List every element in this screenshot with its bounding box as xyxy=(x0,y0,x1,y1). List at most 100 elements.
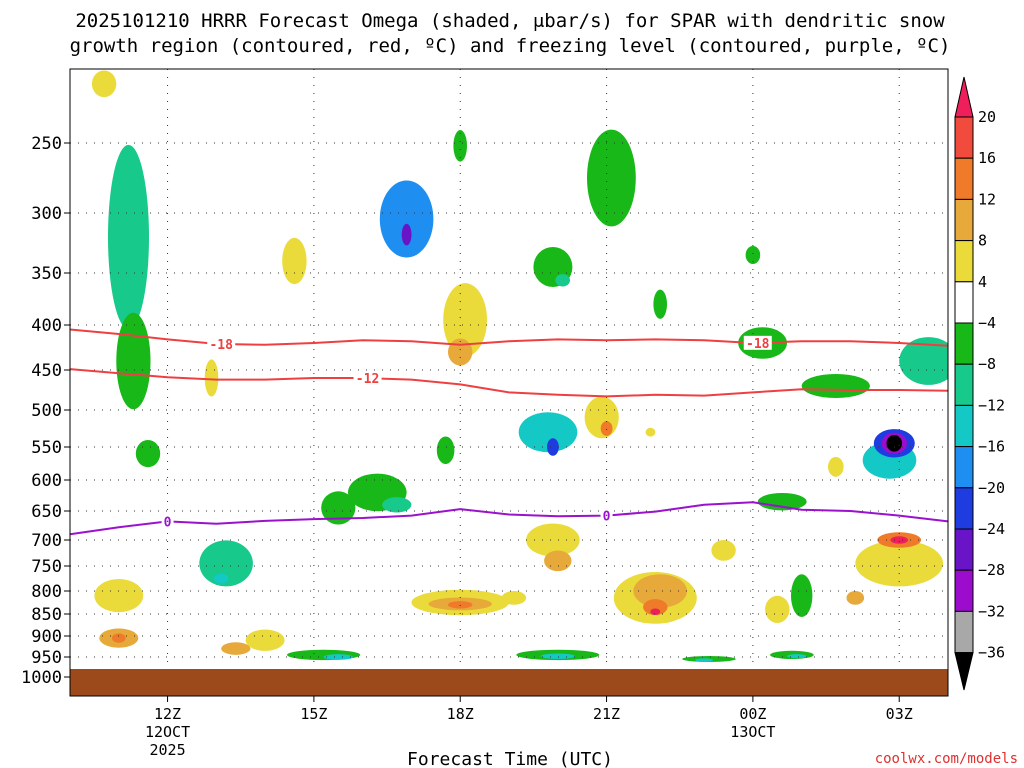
colorbar-bottom-arrow xyxy=(954,652,974,691)
colorbar-label: 8 xyxy=(978,232,987,250)
omega-cell xyxy=(443,283,487,357)
isotherm-label-bg xyxy=(207,336,236,351)
colorbar-label: −20 xyxy=(978,479,1005,497)
y-tick-label: 550 xyxy=(31,438,62,458)
omega-cell xyxy=(323,654,353,660)
omega-cell xyxy=(448,338,473,366)
omega-cell xyxy=(801,374,870,398)
omega-cell xyxy=(855,540,944,587)
isotherm-label-bg xyxy=(161,514,174,529)
colorbar-segment xyxy=(954,528,974,571)
colorbar-label: −32 xyxy=(978,602,1005,620)
y-tick-label: 400 xyxy=(31,316,62,336)
colorbar-segment xyxy=(954,240,974,283)
omega-cell xyxy=(886,435,903,452)
colorbar-segment xyxy=(954,281,974,324)
x-axis-title: Forecast Time (UTC) xyxy=(407,749,613,768)
omega-cell xyxy=(633,574,687,608)
y-tick-label: 950 xyxy=(31,648,62,668)
omega-cell xyxy=(401,223,412,246)
y-tick-label: 650 xyxy=(31,502,62,522)
omega-cell xyxy=(650,608,661,615)
colorbar-segment xyxy=(954,116,974,159)
y-tick-label: 450 xyxy=(31,361,62,381)
isotherm-freezing-level xyxy=(70,501,948,536)
y-tick-label: 300 xyxy=(31,204,62,224)
colorbar-label: 20 xyxy=(978,108,996,126)
x-tick-date: 12OCT xyxy=(145,723,190,741)
chart-title-line-1: 2025101210 HRRR Forecast Omega (shaded, … xyxy=(75,10,945,32)
omega-cell xyxy=(711,540,736,561)
colorbar-top-arrow xyxy=(954,76,974,118)
omega-cell xyxy=(745,246,761,264)
isotherm-label: -18 xyxy=(746,337,770,352)
x-tick-date: 13OCT xyxy=(730,723,775,741)
omega-cell xyxy=(757,493,807,511)
colorbar-label: −36 xyxy=(978,644,1005,662)
y-tick-label: 700 xyxy=(31,531,62,551)
omega-cell xyxy=(91,70,117,98)
colorbar-segment xyxy=(954,404,974,448)
y-tick-label: 850 xyxy=(31,605,62,625)
y-tick-label: 350 xyxy=(31,264,62,284)
omega-cell xyxy=(890,536,908,544)
omega-cell xyxy=(453,130,468,162)
omega-cell xyxy=(540,653,575,659)
omega-cell xyxy=(787,654,807,659)
ground-surface xyxy=(70,669,948,696)
isotherm-label-bg xyxy=(353,371,382,386)
x-tick-label: 21Z xyxy=(593,705,620,723)
credit-link[interactable]: coolwx.com/models xyxy=(875,751,1018,767)
colorbar-segment xyxy=(954,569,974,612)
x-tick-label: 12Z xyxy=(154,705,181,723)
y-tick-label: 750 xyxy=(31,557,62,577)
omega-cell xyxy=(135,440,161,468)
omega-cell xyxy=(547,438,559,456)
x-tick-label: 18Z xyxy=(447,705,474,723)
omega-cell xyxy=(600,421,613,436)
omega-cell xyxy=(544,550,572,572)
omega-cell xyxy=(116,312,151,410)
x-tick-label: 00Z xyxy=(739,705,766,723)
colorbar-label: 4 xyxy=(978,273,987,291)
omega-cell xyxy=(555,274,570,287)
y-axis: 2503003504004505005506006507007508008509… xyxy=(21,134,70,688)
grid-layer xyxy=(70,69,948,696)
omega-cell xyxy=(94,579,144,613)
colorbar-label: −4 xyxy=(978,314,996,332)
colorbar-label: −16 xyxy=(978,438,1005,456)
plot-frame xyxy=(69,68,949,697)
omega-cell xyxy=(245,629,285,651)
y-tick-label: 250 xyxy=(31,134,62,154)
omega-cell xyxy=(587,129,636,227)
omega-cell xyxy=(221,642,251,655)
omega-cell xyxy=(643,599,668,616)
colorbar-segment xyxy=(954,363,974,406)
colorbar-label: −8 xyxy=(978,355,996,373)
omega-cell xyxy=(112,633,126,643)
y-tick-label: 1000 xyxy=(21,668,62,688)
omega-cell xyxy=(765,595,790,624)
omega-cell xyxy=(899,337,948,385)
isotherm-layer: -18 -18 -12 0 0 xyxy=(70,328,948,536)
isotherm-label: -12 xyxy=(356,372,379,387)
omega-cell xyxy=(448,601,473,609)
colorbar-segment xyxy=(954,157,974,200)
omega-cell xyxy=(653,289,667,319)
isotherm-dendritic-12C xyxy=(70,368,948,398)
omega-cell xyxy=(213,573,229,584)
omega-cell xyxy=(828,456,844,477)
omega-cell xyxy=(645,427,656,437)
omega-cell xyxy=(204,359,219,397)
isotherm-label-bg xyxy=(743,335,772,350)
y-tick-label: 800 xyxy=(31,582,62,602)
omega-cell xyxy=(791,574,813,617)
x-tick-label: 15Z xyxy=(300,705,327,723)
x-tick-year: 2025 xyxy=(149,741,185,759)
y-tick-label: 500 xyxy=(31,401,62,421)
omega-cell xyxy=(282,237,307,285)
omega-cell xyxy=(518,412,578,453)
colorbar-segment xyxy=(954,198,974,242)
